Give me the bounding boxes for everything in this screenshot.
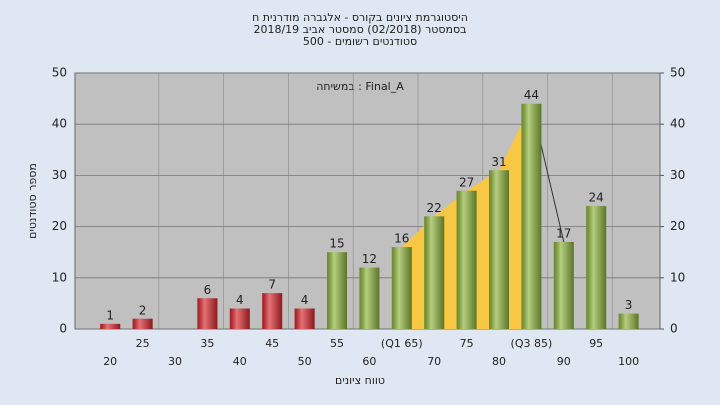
bar-shade	[618, 313, 639, 329]
data-label: 4	[301, 293, 309, 307]
y-tick-label: 10	[52, 270, 67, 284]
bar-shade	[327, 252, 347, 329]
x-tick-label: 100	[618, 355, 639, 368]
bar-shade	[586, 206, 607, 329]
bar-shade	[197, 298, 218, 329]
x-tick-label: 50	[298, 355, 312, 368]
x-tick-label: 75	[460, 337, 474, 350]
x-tick-label: 45	[265, 337, 279, 350]
y-axis-label: מספר סטודנטים	[26, 163, 39, 239]
bar-shade	[100, 323, 121, 329]
y-tick-label: 40	[52, 117, 67, 131]
data-label: 24	[589, 191, 604, 205]
x-tick-label: 25	[136, 337, 150, 350]
data-label: 22	[427, 201, 442, 215]
x-tick-label: 20	[103, 355, 117, 368]
x-tick-label: 40	[233, 355, 247, 368]
y-tick-label: 0	[59, 322, 67, 336]
bar-shade	[424, 216, 445, 329]
bar-shade	[521, 103, 542, 329]
x-tick-label: 70	[427, 355, 441, 368]
data-label: 7	[268, 278, 276, 292]
x-tick-label: 60	[362, 355, 376, 368]
y2-tick-label: 10	[670, 270, 685, 284]
x-tick-label: 35	[200, 337, 214, 350]
bar-shade	[489, 170, 509, 329]
chart-title: היסטוגרמת ציונים בקורס - אלגברה מודרנית …	[252, 11, 468, 24]
y2-tick-label: 20	[670, 219, 685, 233]
bar-shade	[391, 247, 412, 329]
chart-subtitle: סטודנטים רשומים - 500	[303, 35, 417, 48]
x-tick-label: 90	[557, 355, 571, 368]
bar-shade	[553, 241, 574, 329]
x-tick-label: (Q1 65)	[381, 337, 423, 350]
x-axis-label: טווח ציונים	[335, 374, 385, 387]
x-tick-label: 30	[168, 355, 182, 368]
bar-shade	[359, 267, 380, 329]
data-label: 6	[204, 283, 212, 297]
data-label: 3	[625, 298, 633, 312]
bar-shade	[132, 318, 153, 329]
bar-shade	[294, 308, 315, 329]
y2-tick-label: 50	[670, 66, 685, 80]
data-label: 12	[362, 252, 377, 266]
y2-tick-label: 30	[670, 168, 685, 182]
y2-tick-label: 0	[670, 322, 678, 336]
bar-shade	[456, 190, 477, 329]
bar-shade	[229, 308, 250, 329]
bar-shade	[262, 293, 283, 329]
data-label: 2	[139, 303, 147, 317]
y-tick-label: 30	[52, 168, 67, 182]
x-tick-label: (Q3 85)	[511, 337, 553, 350]
y-tick-label: 20	[52, 219, 67, 233]
data-label: 27	[459, 175, 474, 189]
data-label: 17	[556, 226, 571, 240]
data-label: 15	[329, 237, 344, 251]
data-label: 44	[524, 88, 539, 102]
data-label: 16	[394, 232, 409, 246]
x-tick-label: 95	[589, 337, 603, 350]
x-tick-label: 55	[330, 337, 344, 350]
annotation: במשיחה : Final_A	[316, 80, 404, 93]
x-tick-label: 80	[492, 355, 506, 368]
data-label: 4	[236, 293, 244, 307]
chart-subtitle: בסמסטר (02/2018) סמסטר אביב 2018/19	[253, 23, 466, 36]
y2-tick-label: 40	[670, 117, 685, 131]
data-label: 1	[106, 308, 114, 322]
data-label: 31	[491, 155, 506, 169]
y-tick-label: 50	[52, 66, 67, 80]
